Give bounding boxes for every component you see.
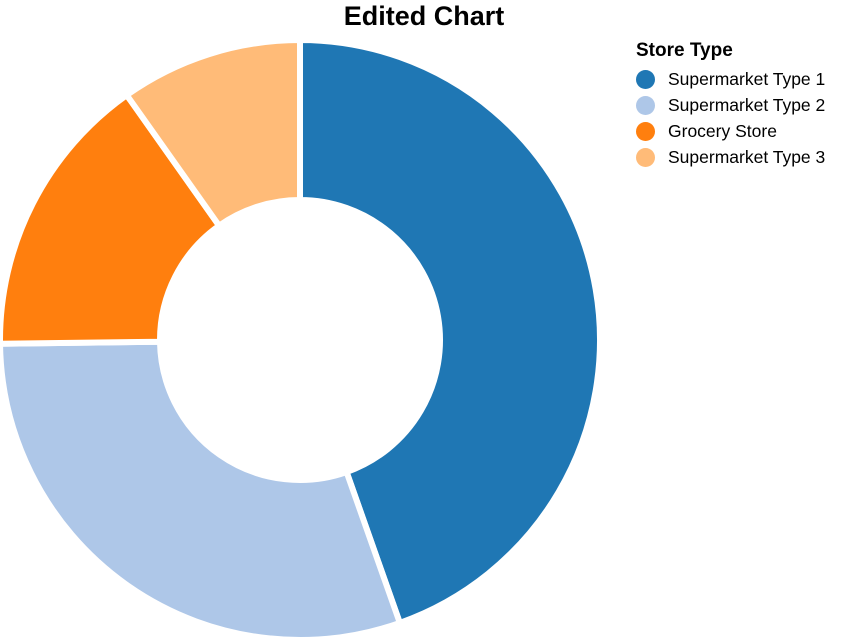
donut-slice-supermarket-type-3[interactable] [123, 37, 303, 229]
legend-label: Supermarket Type 3 [668, 146, 826, 167]
donut-slice-grocery-store[interactable] [0, 92, 223, 347]
legend-label: Supermarket Type 1 [668, 68, 826, 89]
legend-item[interactable]: Supermarket Type 3 [636, 144, 846, 170]
donut-slice-supermarket-type-2[interactable] [0, 338, 403, 640]
legend-item[interactable]: Grocery Store [636, 118, 846, 144]
legend-swatch-icon [636, 147, 655, 167]
legend-items: Supermarket Type 1 Supermarket Type 2 Groc… [636, 66, 846, 170]
legend-label: Supermarket Type 2 [668, 94, 826, 115]
legend-label: Grocery Store [668, 120, 777, 141]
chart-title: Edited Chart [343, 1, 505, 31]
legend-item[interactable]: Supermarket Type 1 [636, 66, 846, 92]
legend-swatch-icon [636, 121, 655, 141]
legend-item[interactable]: Supermarket Type 2 [636, 92, 846, 118]
legend: Store Type Supermarket Type 1 Supermarket… [636, 39, 846, 170]
legend-title: Store Type [636, 40, 733, 61]
donut-slice-supermarket-type-1[interactable] [297, 37, 603, 626]
legend-swatch-icon [636, 69, 655, 89]
legend-swatch-icon [636, 95, 655, 115]
